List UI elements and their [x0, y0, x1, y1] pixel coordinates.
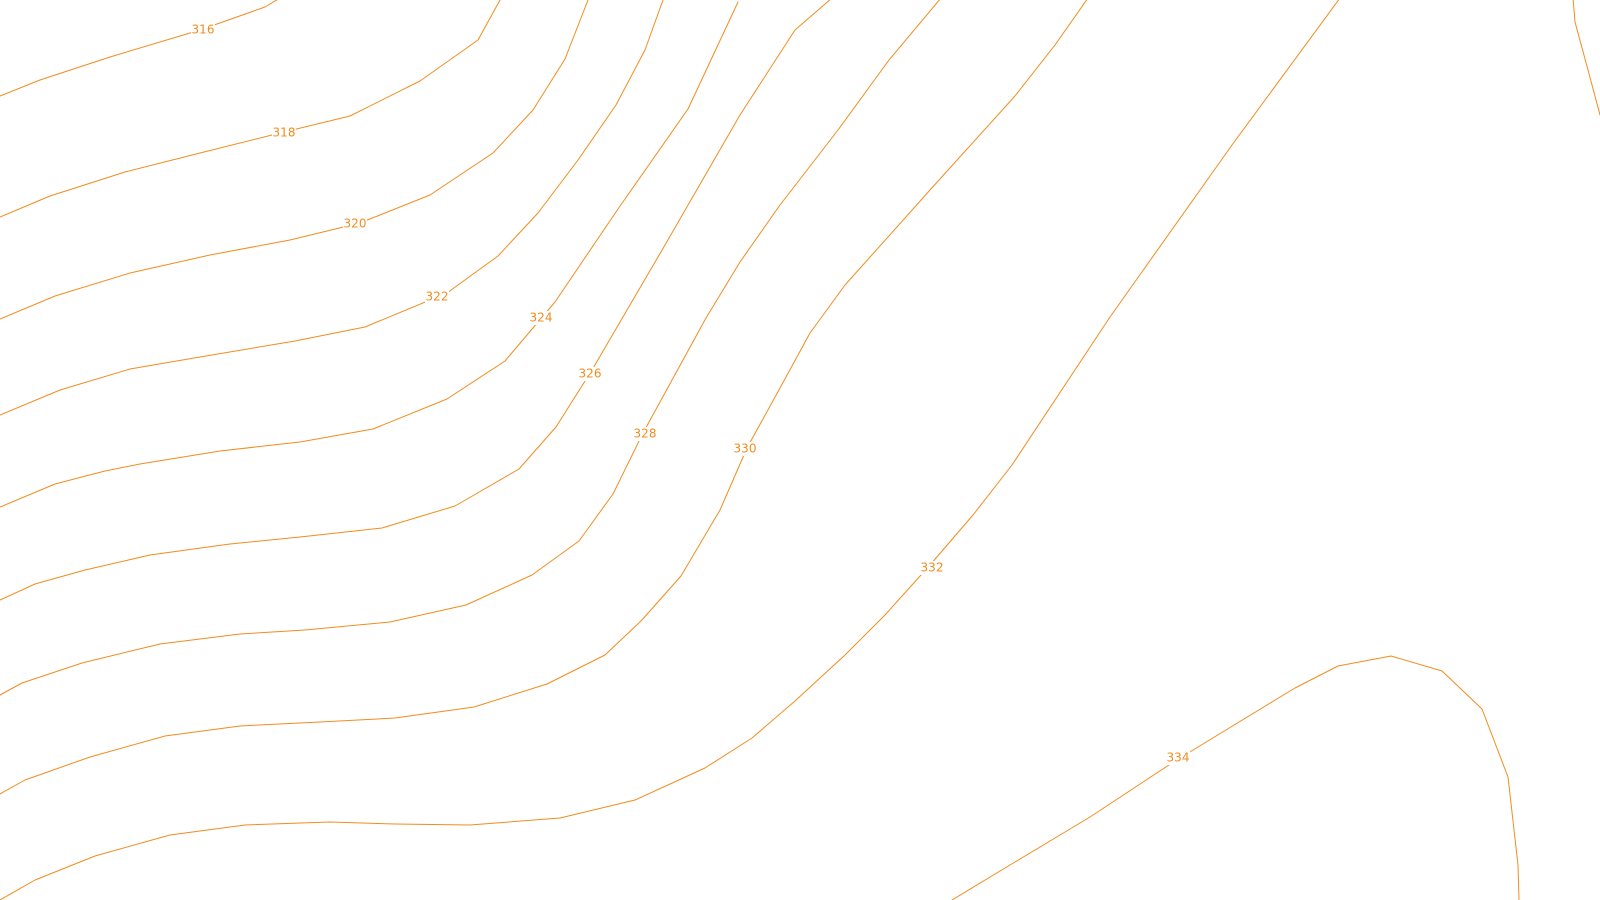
- contour-label-text: 320: [344, 217, 367, 231]
- contour-label-text: 318: [273, 126, 296, 140]
- contour-label-text: 334: [1167, 751, 1190, 765]
- contour-label-326: 326: [578, 367, 602, 381]
- contour-line-328: [0, 0, 940, 696]
- contour-label-328: 328: [633, 427, 657, 441]
- contour-label-text: 322: [426, 290, 449, 304]
- contour-label-text: 324: [530, 311, 553, 325]
- contour-line-324: [0, 1, 739, 508]
- contour-line-partial: [1572, 0, 1600, 116]
- contour-label-324: 324: [529, 311, 553, 325]
- contour-line-330: [0, 0, 1088, 795]
- contour-label-330: 330: [733, 442, 757, 456]
- contour-line-318: [0, 0, 501, 218]
- contour-label-334: 334: [1166, 751, 1190, 765]
- contour-label-mask: [920, 561, 944, 575]
- contour-label-322: 322: [425, 290, 449, 304]
- contour-label-mask: [425, 290, 449, 304]
- contour-line-334: [951, 655, 1520, 900]
- contour-label-mask: [529, 311, 553, 325]
- contour-label-316: 316: [191, 23, 215, 37]
- contour-label-318: 318: [272, 126, 296, 140]
- contour-line-320: [0, 0, 589, 320]
- contour-label-mask: [191, 23, 215, 37]
- contour-line-326: [0, 0, 831, 601]
- contour-labels: 316 318 320 322 324 326 328 330 332 334: [191, 23, 1190, 765]
- contour-label-mask: [633, 427, 657, 441]
- contour-label-mask: [733, 442, 757, 456]
- contour-label-320: 320: [343, 217, 367, 231]
- contour-label-mask: [1166, 751, 1190, 765]
- contour-label-text: 326: [579, 367, 602, 381]
- contour-label-332: 332: [920, 561, 944, 575]
- contour-line-332: [0, 0, 1340, 900]
- contour-label-text: 332: [921, 561, 944, 575]
- contour-label-mask: [343, 217, 367, 231]
- contour-label-text: 330: [734, 442, 757, 456]
- contour-label-text: 328: [634, 427, 657, 441]
- contour-label-text: 316: [192, 23, 215, 37]
- contour-label-mask: [578, 367, 602, 381]
- contour-line-316: [0, 0, 278, 97]
- contour-label-mask: [272, 126, 296, 140]
